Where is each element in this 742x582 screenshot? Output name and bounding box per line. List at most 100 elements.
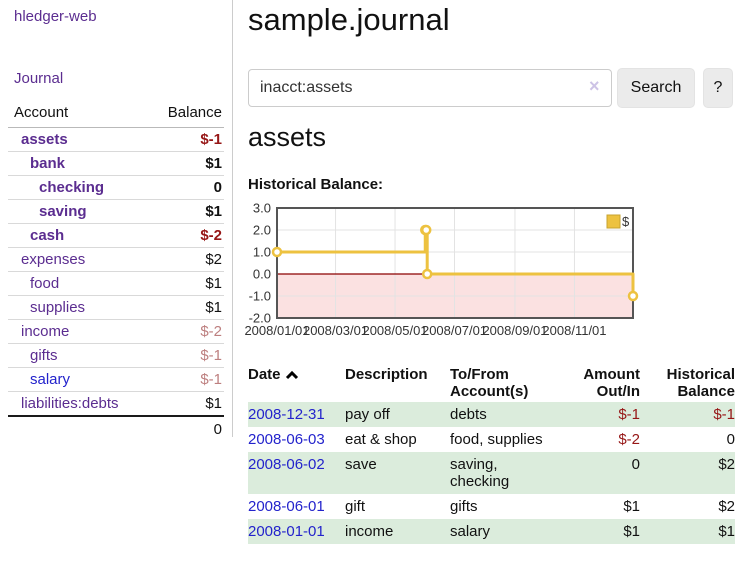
register-row: 2008-06-02 save saving, checking 0 $2 [248,452,735,494]
account-row: saving $1 [8,199,224,224]
help-button[interactable]: ? [703,68,733,108]
accounts-table-body: assets $-1 bank $1 checking 0 saving $1 cash $-2 e… [8,128,224,442]
chevron-up-icon [285,370,298,380]
main-content: sample.journal × Search ? assets Histori… [244,0,742,582]
transaction-date-link[interactable]: 2008-12-31 [248,406,325,423]
transaction-amount: $-1 [618,406,640,423]
transaction-description: pay off [345,406,390,423]
register-header-description: Description [345,366,428,383]
transaction-accounts: gifts [450,498,478,515]
transaction-description: eat & shop [345,431,417,448]
account-link[interactable]: gifts [30,347,58,364]
account-link[interactable]: expenses [21,251,86,268]
svg-text:1.0: 1.0 [253,245,271,260]
accounts-header-balance: Balance [146,100,224,128]
transaction-date-link[interactable]: 2008-01-01 [248,523,325,540]
account-link[interactable]: saving [39,203,87,220]
svg-text:2008/01/01: 2008/01/01 [244,323,309,338]
account-row: food $1 [8,271,224,296]
sidebar: hledger-web Journal Account Balance asse… [0,0,233,442]
account-link[interactable]: checking [39,179,105,196]
account-link[interactable]: assets [21,131,68,148]
account-link[interactable]: food [30,275,60,292]
account-row: liabilities:debts $1 [8,391,224,416]
transaction-amount: $-2 [618,431,640,448]
transaction-balance: $2 [718,498,735,515]
account-row: supplies $1 [8,295,224,320]
accounts-total-row: 0 [8,415,224,442]
sidebar-item-journal[interactable]: Journal [14,70,64,87]
svg-text:0.0: 0.0 [253,267,271,282]
svg-text:3.0: 3.0 [253,201,271,216]
account-row: salary $-1 [8,367,224,392]
historical-balance-chart: 3.0 2.0 1.0 0.0 -1.0 -2.0 2008/01/01 2008/03/01… [244,201,728,344]
account-heading: assets [248,122,327,152]
account-row: checking 0 [8,175,224,200]
svg-text:2008/09/01: 2008/09/01 [482,323,547,338]
register-table-body: 2008-12-31 pay off debts $-1 $-1 2008-06-03 ea… [248,402,735,544]
transaction-accounts: saving, checking [450,456,510,490]
account-row: bank $1 [8,151,224,176]
transaction-date-link[interactable]: 2008-06-02 [248,456,325,473]
accounts-table: Account Balance assets $-1 bank $1 checking 0… [8,100,224,442]
register-row: 2008-01-01 income salary $1 $1 [248,519,735,544]
chart-title: Historical Balance: [248,176,384,193]
account-balance: $1 [146,151,224,176]
svg-text:-1.0: -1.0 [249,289,271,304]
account-balance: $-1 [146,343,224,368]
account-balance: $1 [146,391,224,416]
clear-search-icon[interactable]: × [589,76,600,96]
search-button[interactable]: Search [617,68,695,108]
account-row: expenses $2 [8,247,224,272]
account-balance: 0 [146,175,224,200]
register-header-date[interactable]: Date [248,364,345,402]
account-link[interactable]: supplies [30,299,86,316]
account-link[interactable]: liabilities:debts [21,395,119,412]
account-link[interactable]: salary [30,371,71,388]
account-row: income $-2 [8,319,224,344]
transaction-description: income [345,523,394,540]
transaction-accounts: debts [450,406,487,423]
search-form: × Search ? [248,68,742,108]
page-title: sample.journal [248,2,450,37]
account-link[interactable]: income [21,323,70,340]
account-balance: $-1 [200,131,222,148]
svg-text:$: $ [622,214,630,229]
account-balance: $-2 [146,319,224,344]
transaction-date-link[interactable]: 2008-06-03 [248,431,325,448]
register-header-account: To/From Account(s) [450,366,529,400]
register-header-amount: Amount Out/In [583,366,640,400]
search-input[interactable] [248,69,612,107]
transaction-amount: 0 [631,456,640,473]
svg-text:2.0: 2.0 [253,223,271,238]
transaction-balance: $-1 [713,406,735,423]
transaction-date-link[interactable]: 2008-06-01 [248,498,325,515]
register-header-balance: Historical Balance [666,366,735,400]
accounts-total-value: 0 [146,415,224,442]
register-table: Date Description To/From Account(s) Amou… [248,364,735,544]
svg-text:2008/05/01: 2008/05/01 [362,323,427,338]
app-title-link[interactable]: hledger-web [14,8,97,25]
account-balance: $-2 [146,223,224,248]
register-row: 2008-06-03 eat & shop food, supplies $-2 0 [248,427,735,452]
register-row: 2008-06-01 gift gifts $1 $2 [248,494,735,519]
account-link[interactable]: bank [30,155,66,172]
account-balance: $1 [146,271,224,296]
account-row: assets $-1 [8,128,224,152]
account-row: gifts $-1 [8,343,224,368]
transaction-accounts: salary [450,523,491,540]
transaction-balance: 0 [726,431,735,448]
register-row: 2008-12-31 pay off debts $-1 $-1 [248,402,735,427]
transaction-amount: $1 [623,523,640,540]
transaction-description: gift [345,498,366,515]
account-balance: $2 [146,247,224,272]
balance-chart-svg: 3.0 2.0 1.0 0.0 -1.0 -2.02008/01/012008/03/01… [244,201,639,338]
account-balance: $1 [146,295,224,320]
transaction-balance: $1 [718,523,735,540]
svg-text:-2.0: -2.0 [249,311,271,326]
svg-text:2008/11/01: 2008/11/01 [542,323,606,338]
account-balance: $1 [146,199,224,224]
transaction-description: save [345,456,377,473]
account-row: cash $-2 [8,223,224,248]
account-link[interactable]: cash [30,227,65,244]
